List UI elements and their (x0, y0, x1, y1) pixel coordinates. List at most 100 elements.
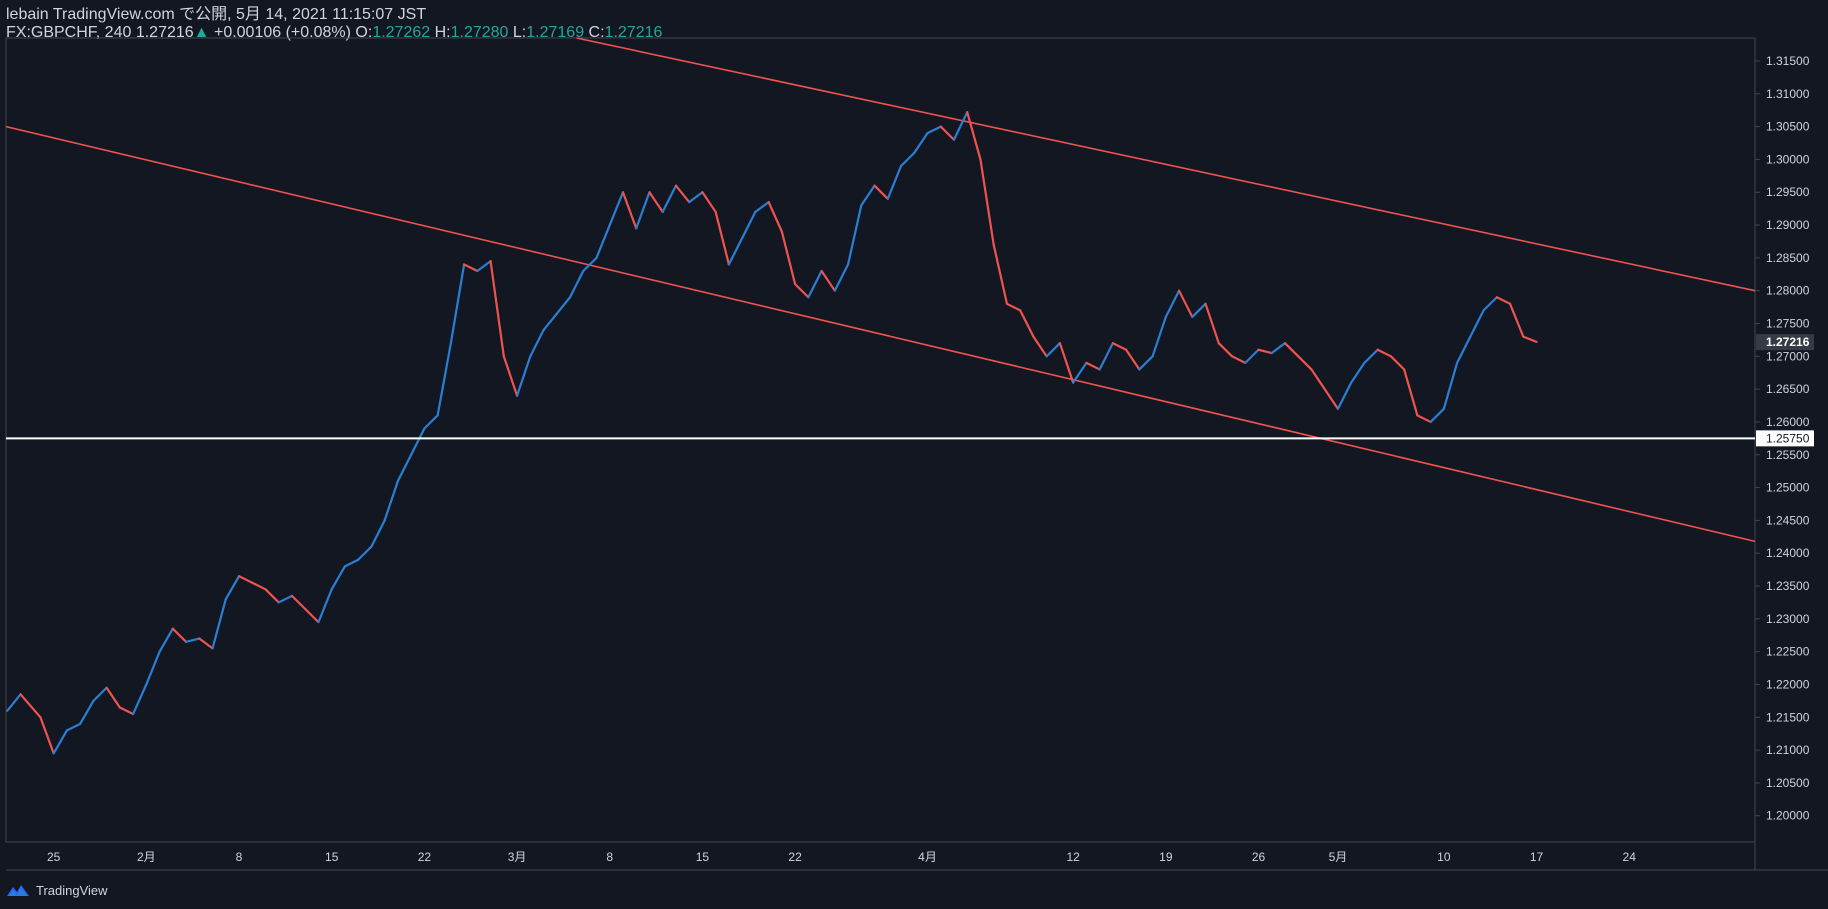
price-segment (118, 706, 135, 716)
y-tick-label: 1.24500 (1766, 513, 1810, 527)
price-segment (264, 588, 280, 604)
price-segment (317, 588, 333, 624)
price-segment (979, 158, 995, 246)
price-segment (582, 256, 598, 273)
price-segment (476, 260, 492, 273)
price-segment (184, 637, 201, 643)
price-segment (277, 594, 294, 604)
x-tick-label: 3月 (508, 850, 527, 864)
tradingview-brand[interactable]: TradingView (6, 880, 108, 900)
price-segment (410, 427, 426, 456)
price-segment (1244, 348, 1260, 364)
publish-info: lebain TradingView.com で公開, 5月 14, 2021 … (6, 6, 427, 23)
price-segment (926, 125, 942, 135)
price-segment (635, 191, 651, 230)
y-tick-label: 1.23500 (1766, 579, 1810, 593)
price-segment (1191, 302, 1207, 319)
plot-area[interactable] (5, 37, 1756, 843)
price-segment (1336, 381, 1353, 410)
price-segment (1429, 407, 1445, 424)
y-tick-label: 1.20000 (1766, 809, 1810, 823)
close-value: 1.27216 (604, 24, 663, 41)
price-segment (860, 184, 876, 207)
high-label: H: (434, 24, 451, 41)
price-segment (899, 151, 916, 168)
x-tick-label: 22 (788, 850, 802, 864)
price-segment (39, 716, 55, 755)
last-price-badge (1756, 334, 1814, 351)
price-segment (1005, 302, 1022, 312)
y-tick-label: 1.21500 (1766, 710, 1810, 724)
price-segment (1111, 342, 1128, 351)
price-segment (595, 223, 611, 259)
price-segment (304, 607, 320, 624)
price-segment (502, 355, 519, 397)
support-price-badge-label: 1.25750 (1766, 431, 1810, 445)
price-segment (1482, 296, 1498, 312)
price-segment (1177, 289, 1194, 319)
price-segment (396, 453, 413, 483)
price-segment (1283, 342, 1300, 358)
price-segment (794, 283, 810, 299)
price-segment (1310, 368, 1326, 391)
y-tick-label: 1.25000 (1766, 481, 1810, 495)
y-tick-label: 1.23000 (1766, 612, 1810, 626)
x-tick-label: 10 (1437, 850, 1451, 864)
price-segment (237, 575, 254, 584)
price-segment (1072, 361, 1088, 384)
y-tick-label: 1.22000 (1766, 677, 1810, 691)
price-segment (357, 545, 373, 561)
price-segment (19, 693, 42, 719)
y-tick-label: 1.29000 (1766, 218, 1810, 232)
y-tick-label: 1.31500 (1766, 54, 1810, 68)
price-segment (1376, 348, 1393, 358)
price-segment (714, 210, 731, 266)
y-tick-label: 1.27000 (1766, 349, 1810, 363)
price-segment (568, 269, 585, 299)
price-segment (343, 558, 360, 568)
price-segment (1363, 348, 1379, 364)
price-segment (463, 263, 479, 273)
price-segment (1350, 361, 1366, 384)
price-segment (727, 237, 744, 266)
price-change: +0.00106 (+0.08%) (213, 24, 351, 41)
price-segment (754, 200, 770, 214)
price-segment (1151, 315, 1167, 358)
price-segment (833, 263, 850, 292)
x-tick-label: 15 (696, 850, 710, 864)
y-tick-label: 1.26000 (1766, 415, 1810, 429)
last-price-badge-label: 1.27216 (1766, 335, 1810, 349)
price-segment (913, 132, 929, 154)
price-segment (648, 191, 664, 214)
y-tick-label: 1.29500 (1766, 185, 1810, 199)
brand-label: TradingView (36, 882, 108, 898)
price-segment (688, 191, 704, 204)
price-segment (436, 342, 452, 417)
price-segment (1019, 309, 1035, 338)
price-segment (1085, 361, 1101, 371)
price-segment (701, 191, 717, 214)
price-segment (820, 269, 836, 292)
price-segment (846, 204, 863, 266)
y-tick-label: 1.26500 (1766, 382, 1810, 396)
price-segment (1508, 302, 1525, 338)
price-segment (158, 627, 174, 653)
y-tick-label: 1.28500 (1766, 251, 1810, 265)
x-tick-label: 19 (1159, 850, 1173, 864)
last-price: 1.27216 (135, 24, 194, 41)
price-segment (1469, 309, 1485, 338)
trendline-channel-upper[interactable] (576, 37, 1756, 292)
price-segment (6, 693, 22, 712)
y-tick-label: 1.30500 (1766, 120, 1810, 134)
open-label: O: (355, 24, 373, 41)
support-price-badge (1756, 430, 1814, 447)
x-tick-label: 4月 (918, 850, 937, 864)
trendline-channel-lower[interactable] (5, 125, 1756, 543)
low-label: L: (512, 24, 527, 41)
price-segment (171, 627, 188, 643)
price-segment (1230, 355, 1247, 364)
y-tick-label: 1.20500 (1766, 776, 1810, 790)
price-segment (886, 164, 903, 200)
price-segment (873, 184, 889, 200)
